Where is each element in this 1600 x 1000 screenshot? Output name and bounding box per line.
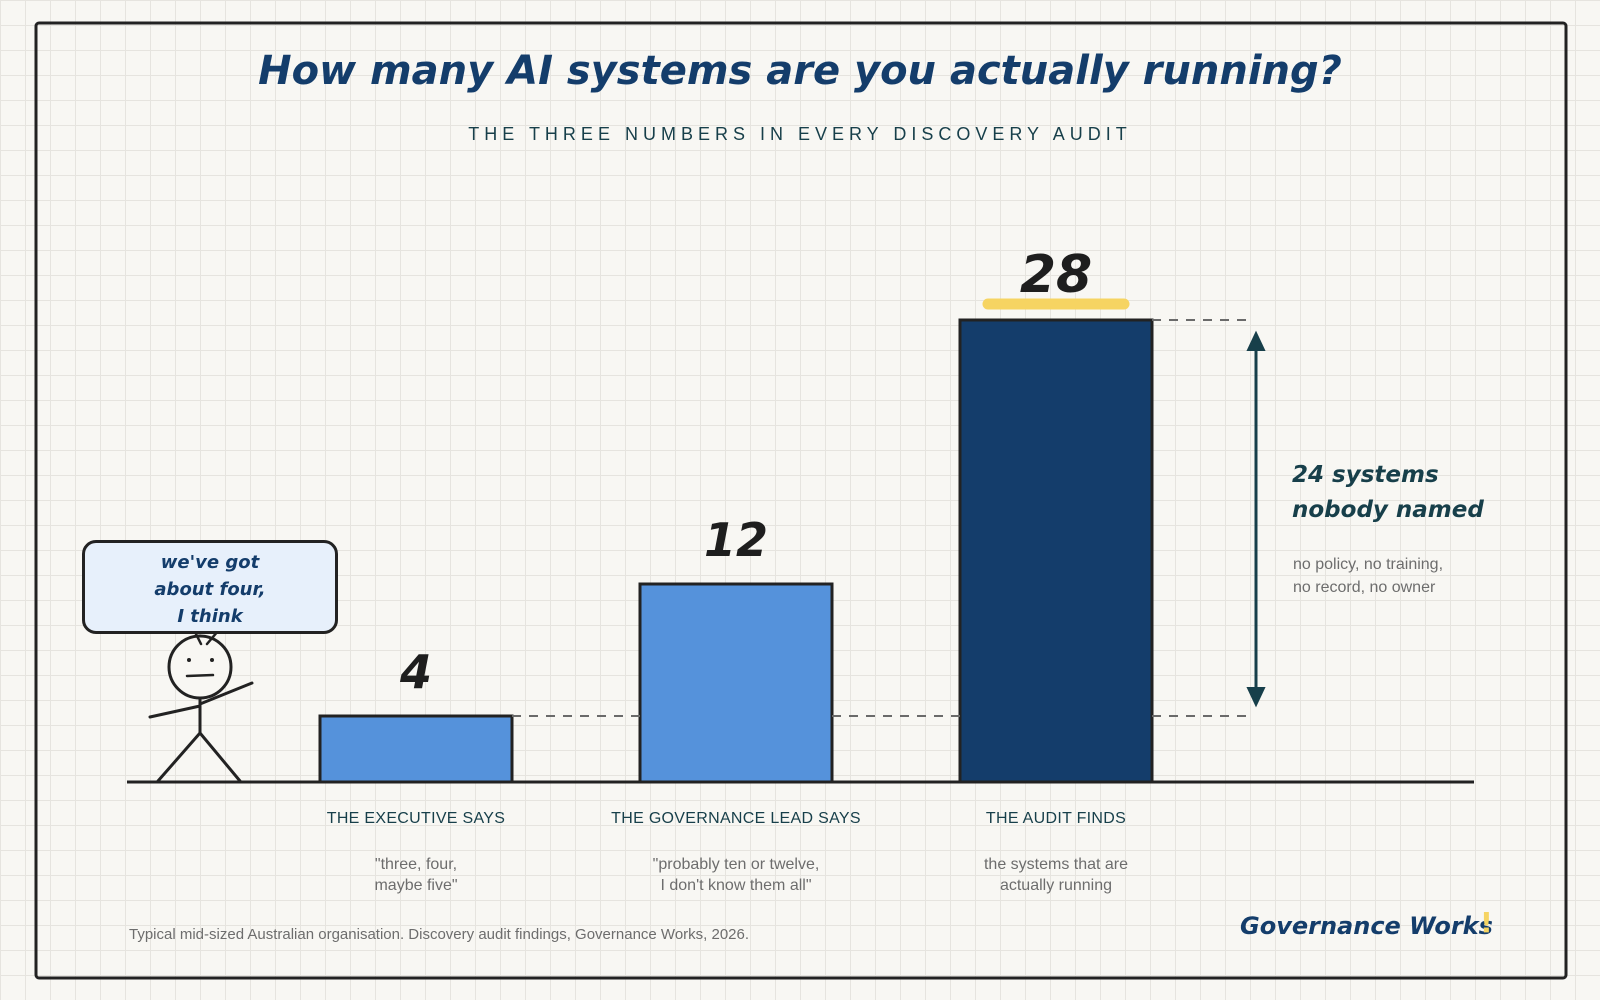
speech-line: about four, <box>154 579 266 600</box>
speech-line: I think <box>177 606 243 627</box>
stick-figure-leg-left <box>156 731 202 783</box>
speech-bubble: we've got about four, I think <box>82 540 338 634</box>
bars-layer: 4 12 28 <box>318 245 1266 784</box>
quote-line: actually running <box>999 877 1113 894</box>
stick-figure-eye-right <box>210 658 214 662</box>
gap-annotation-detail: no policy, no training, no record, no ow… <box>1293 553 1443 599</box>
stick-figure-eye-left <box>187 658 191 662</box>
chart-subtitle: THE THREE NUMBERS IN EVERY DISCOVERY AUD… <box>468 124 1132 144</box>
stick-figure-arm-left <box>148 704 202 719</box>
brand-mark-icon: ! <box>1480 906 1493 939</box>
brand-logo: Governance Works <box>1240 912 1493 940</box>
category-label-governance-lead: THE GOVERNANCE LEAD SAYS <box>611 810 861 827</box>
quote-line: I don't know them all" <box>660 877 812 894</box>
bar-2 <box>638 582 834 784</box>
stick-figure-mouth <box>185 673 215 678</box>
stick-figure-leg-right <box>198 731 242 783</box>
quote-line: "probably ten or twelve, <box>652 856 820 873</box>
frame-border <box>34 21 1568 980</box>
stick-figure <box>148 629 254 783</box>
speech-line: we've got <box>160 552 260 573</box>
gap-detail-line: no record, no owner <box>1293 579 1436 596</box>
stick-figure-arm-right <box>198 681 254 706</box>
gap-arrow-head-up <box>1246 330 1266 351</box>
value-label-2: 12 <box>704 513 768 567</box>
gap-detail-line: no policy, no training, <box>1293 556 1444 573</box>
speech-tail-1 <box>194 632 203 646</box>
quote-line: the systems that are <box>983 856 1129 873</box>
gap-title-line: nobody named <box>1292 497 1484 523</box>
quote-line: "three, four, <box>374 856 458 873</box>
bar-1 <box>318 714 514 784</box>
value-label-1: 4 <box>399 645 432 699</box>
gap-title-line: 24 systems <box>1292 462 1439 488</box>
category-label-audit: THE AUDIT FINDS <box>985 810 1127 827</box>
gap-arrow-head-down <box>1246 687 1266 708</box>
value-label-3: 28 <box>1020 245 1092 305</box>
quote-audit: the systems that are actually running <box>896 854 1216 896</box>
quote-executive: "three, four, maybe five" <box>256 854 576 896</box>
bar-3 <box>958 318 1154 784</box>
quote-line: maybe five" <box>374 877 458 894</box>
stick-figure-head <box>167 634 233 700</box>
quote-governance-lead: "probably ten or twelve, I don't know th… <box>576 854 896 896</box>
gap-annotation-title: 24 systems nobody named <box>1292 458 1484 528</box>
chart-title: How many AI systems are you actually run… <box>258 48 1342 94</box>
source-footnote: Typical mid-sized Australian organisatio… <box>129 926 750 943</box>
category-label-executive: THE EXECUTIVE SAYS <box>326 810 506 827</box>
